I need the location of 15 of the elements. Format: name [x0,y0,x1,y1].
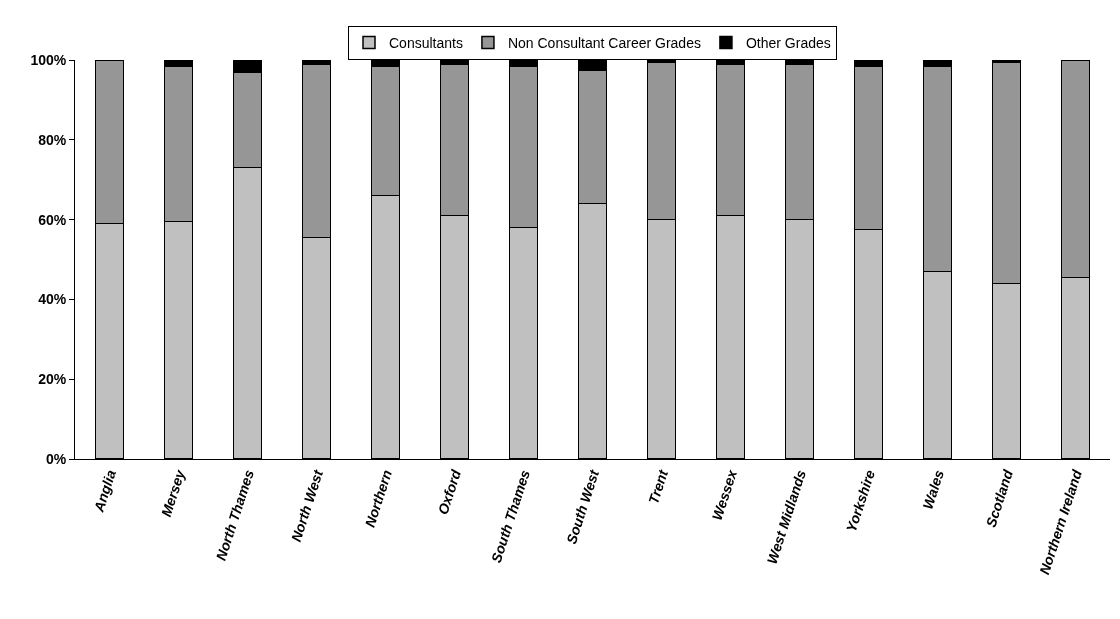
y-tick-label: 40% [38,291,67,308]
legend-label: Other Grades [745,35,831,52]
x-tick-label: Trent [645,466,672,506]
x-tick-label: Anglia [90,467,120,515]
x-tick-label: Oxford [434,467,465,517]
x-tick-label: South West [563,466,603,546]
y-tick-label: 100% [30,51,67,68]
legend-label: Non Consultant Career Grades [507,35,701,52]
y-tick-label: 20% [38,371,67,388]
y-tick-label: 60% [38,211,67,228]
x-tick-label: North West [287,466,327,544]
x-tick-label: Wales [919,467,948,512]
legend-label: Consultants [389,35,463,52]
y-tick-label: 0% [45,450,67,467]
y-tick-label: 80% [38,131,67,148]
